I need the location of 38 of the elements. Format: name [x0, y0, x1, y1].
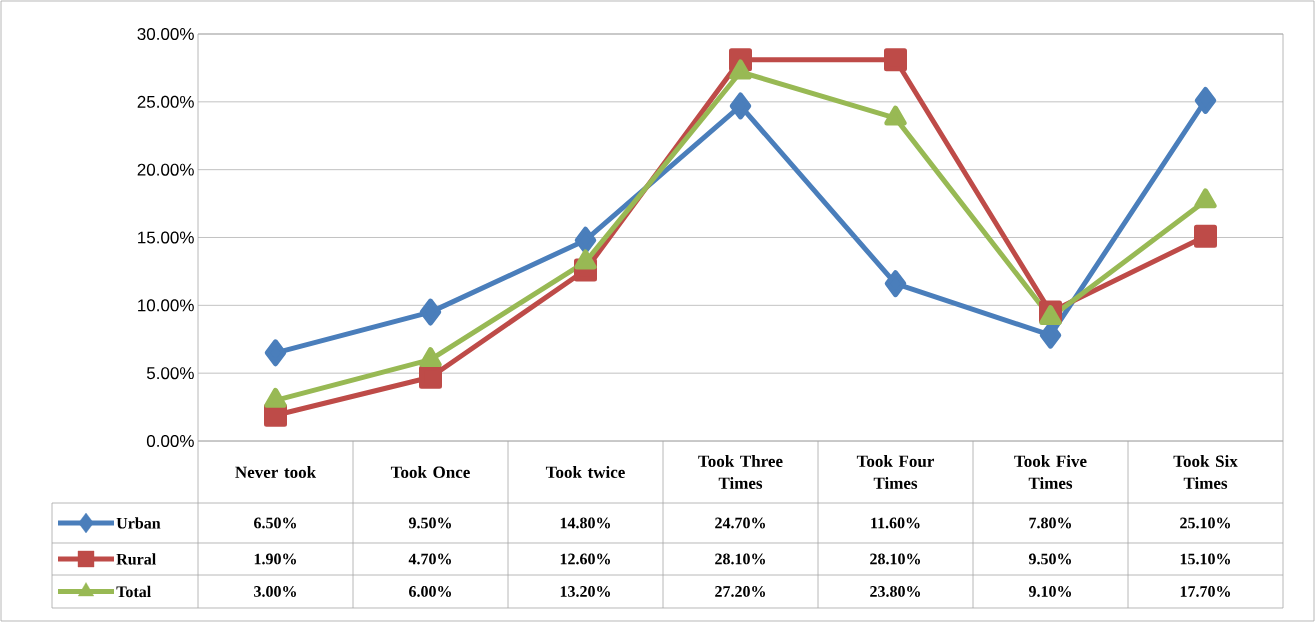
data-label: 6.50% — [254, 517, 296, 529]
legend-label: Urban — [116, 517, 161, 529]
data-label: 15.10% — [1180, 553, 1230, 565]
data-label: 14.80% — [560, 517, 610, 529]
data-label: 23.80% — [870, 586, 920, 597]
y-tick-label: 0.00% — [146, 434, 194, 448]
x-tick-label: Never took — [235, 466, 317, 478]
data-label: 9.10% — [1028, 586, 1071, 597]
x-tick-label: Took Three Times — [698, 455, 783, 489]
data-label: 13.20% — [560, 586, 610, 597]
x-tick-label: Took Once — [390, 466, 470, 478]
data-label: 9.50% — [408, 517, 451, 529]
data-label: 11.60% — [871, 517, 920, 529]
data-label: 24.70% — [715, 517, 765, 529]
data-label: 12.60% — [560, 553, 610, 565]
data-label: 4.70% — [408, 553, 451, 565]
data-label: 17.70% — [1180, 586, 1230, 597]
data-label: 1.90% — [254, 553, 296, 565]
x-tick-label: Took Four Times — [856, 455, 935, 489]
y-tick-label: 30.00% — [137, 27, 194, 41]
data-label: 9.50% — [1028, 553, 1071, 565]
data-label: 28.10% — [870, 553, 920, 565]
y-tick-label: 15.00% — [138, 231, 194, 244]
data-label: 3.00% — [254, 586, 296, 597]
y-tick-label: 20.00% — [137, 163, 194, 176]
data-label: 25.10% — [1180, 517, 1230, 529]
x-tick-label: Took Six Times — [1173, 455, 1238, 489]
y-tick-label: 10.00% — [138, 299, 194, 312]
data-label: 7.80% — [1029, 517, 1071, 529]
data-label: 6.00% — [409, 586, 451, 597]
legend-label: Rural — [116, 553, 156, 565]
x-tick-label: Took twice — [545, 466, 625, 478]
data-label: 28.10% — [715, 553, 765, 565]
data-label: 27.20% — [715, 586, 765, 597]
legend-label: Total — [116, 585, 151, 598]
x-tick-label: Took Five Times — [1014, 455, 1087, 489]
y-tick-label: 25.00% — [137, 95, 194, 108]
y-tick-label: 5.00% — [146, 367, 194, 380]
